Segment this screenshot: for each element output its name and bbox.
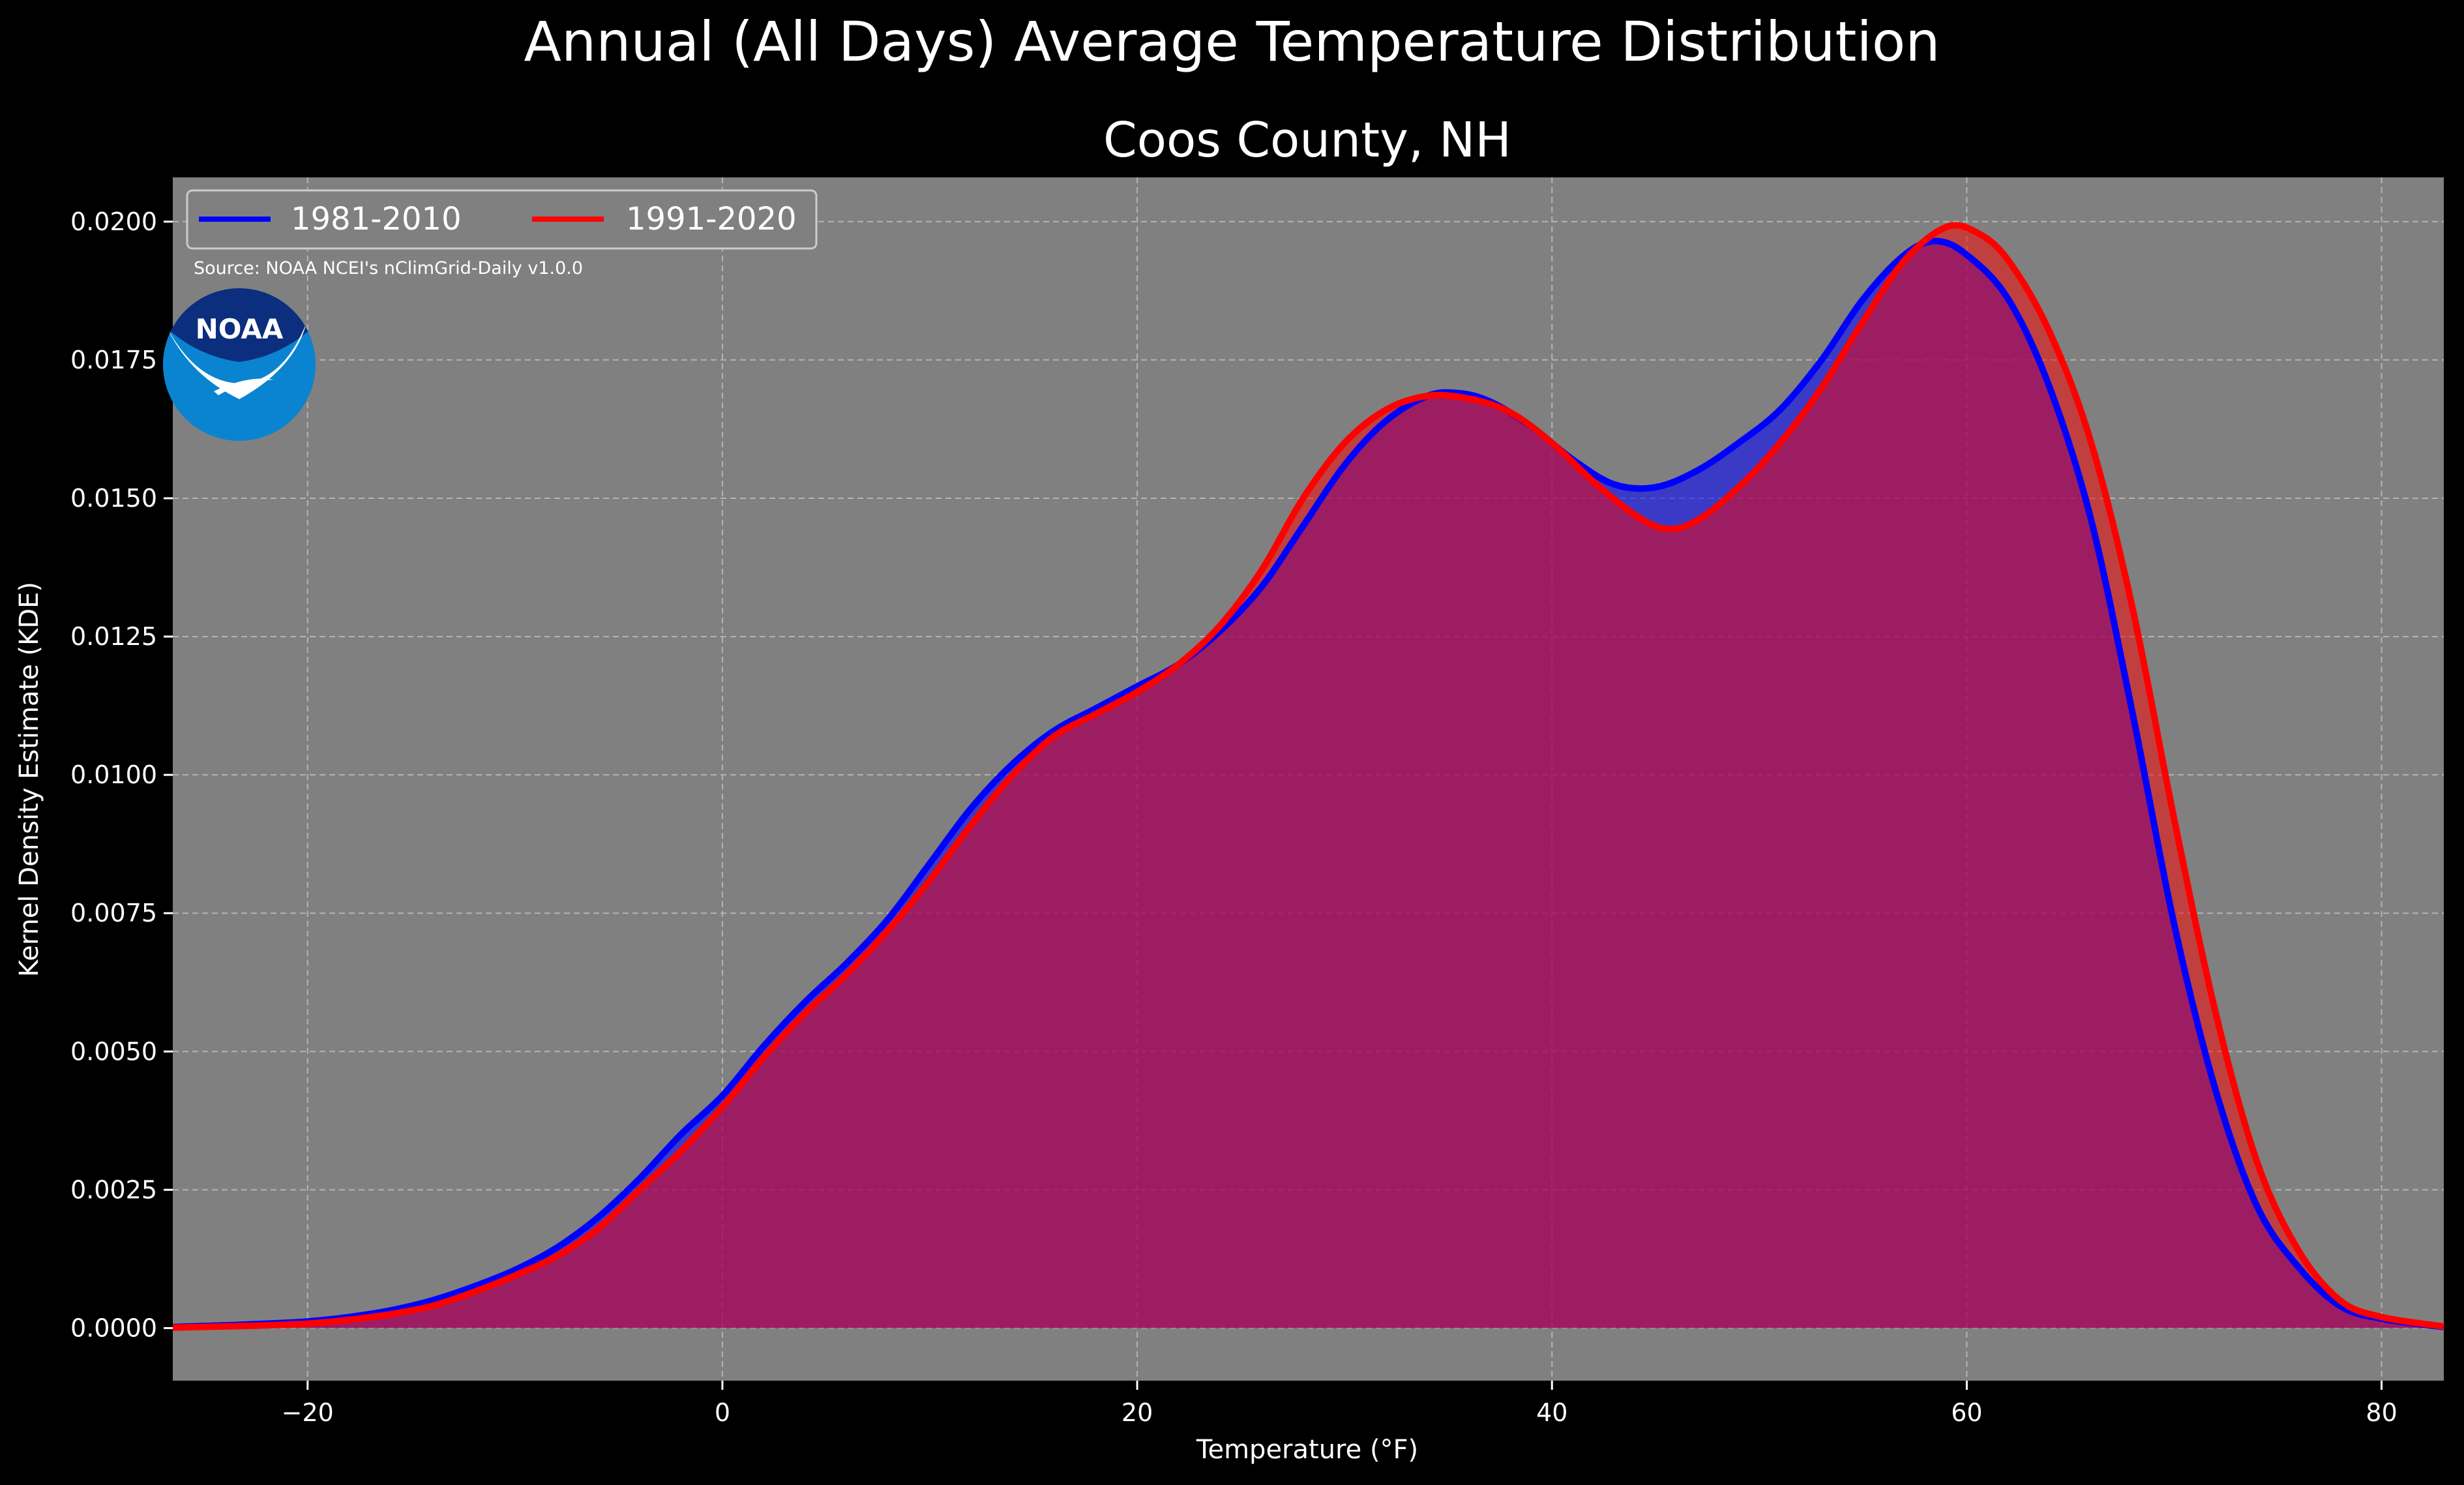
y-tick-label: 0.0175 [70, 346, 157, 374]
x-tick-label: 80 [2366, 1398, 2397, 1427]
legend-label-1991-2020: 1991-2020 [626, 201, 797, 237]
series-line-1991-2020 [172, 222, 2444, 1331]
legend-frame [186, 189, 818, 250]
y-tick-label: 0.0025 [70, 1175, 157, 1204]
y-tick-label: 0.0200 [70, 207, 157, 236]
noaa-logo-sky [163, 288, 316, 362]
x-tick-label: 40 [1536, 1398, 1567, 1427]
x-axis-label: Temperature (°F) [1196, 1435, 1418, 1465]
series-area-1991-2020 [173, 225, 2444, 1328]
figure-suptitle: Annual (All Days) Average Temperature Di… [524, 10, 1940, 74]
y-tick-label: 0.0150 [70, 484, 157, 513]
series-layer [172, 222, 2444, 1331]
series-line-1981-2010 [172, 237, 2444, 1330]
chart-title: Coos County, NH [1103, 112, 1511, 168]
source-note: Source: NOAA NCEI's nClimGrid-Daily v1.0… [194, 258, 583, 278]
legend-label-1981-2010: 1981-2010 [291, 201, 462, 237]
y-tick-label: 0.0000 [70, 1313, 157, 1342]
x-axis-ticks: −20 0 20 40 60 80 [282, 1381, 2397, 1427]
y-tick-label: 0.0125 [70, 622, 157, 651]
x-tick-label: 0 [715, 1398, 730, 1427]
y-tick-label: 0.0075 [70, 899, 157, 927]
x-tick-label: 60 [1951, 1398, 1982, 1427]
noaa-logo: NOAA [163, 288, 316, 441]
noaa-logo-wing-icon [214, 378, 274, 395]
x-tick-label: 20 [1121, 1398, 1153, 1427]
legend: 1981-2010 1991-2020 [186, 189, 818, 250]
y-tick-label: 0.0050 [70, 1037, 157, 1066]
y-axis-ticks: 0.0000 0.0025 0.0050 0.0075 0.0100 0.0125 0.01… [70, 207, 173, 1342]
x-tick-label: −20 [282, 1398, 334, 1427]
y-tick-label: 0.0100 [70, 760, 157, 789]
y-axis-label: Kernel Density Estimate (KDE) [14, 582, 44, 977]
noaa-logo-text: NOAA [196, 313, 284, 345]
